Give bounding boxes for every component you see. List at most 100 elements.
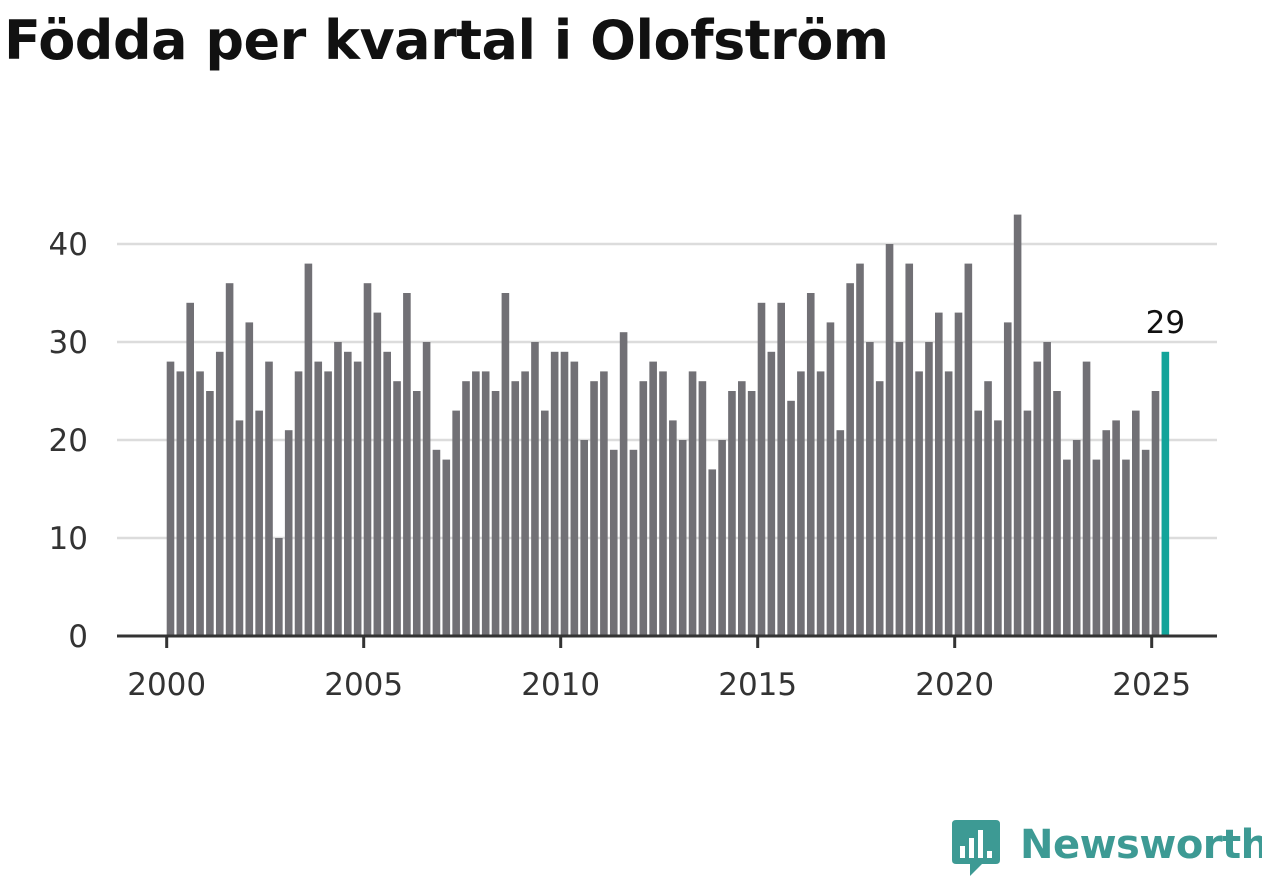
- bar: [196, 371, 204, 636]
- bar: [186, 302, 194, 636]
- bar: [1033, 361, 1042, 636]
- bar: [1132, 410, 1140, 636]
- bar: [885, 244, 894, 636]
- bar: [442, 459, 451, 636]
- bar: [974, 410, 982, 636]
- bar: [541, 410, 549, 636]
- bar: [994, 420, 1002, 636]
- bar: [255, 410, 263, 636]
- bar: [511, 381, 520, 636]
- bar: [344, 351, 352, 636]
- x-tick-label: 2025: [1112, 667, 1191, 703]
- bar: [294, 371, 303, 636]
- bar: [629, 449, 638, 636]
- bar: [669, 420, 677, 636]
- bar: [875, 381, 884, 636]
- y-tick-label: 20: [49, 423, 88, 459]
- bar: [747, 391, 756, 636]
- bar: [1013, 214, 1022, 636]
- bars: [166, 214, 1170, 636]
- bar: [1023, 410, 1032, 636]
- bar: [777, 302, 785, 636]
- bar-highlight: [1161, 351, 1170, 636]
- bar: [639, 381, 648, 636]
- brand-logo: Newsworthy: [950, 818, 1262, 876]
- bar: [1102, 430, 1111, 636]
- y-tick-label: 10: [49, 521, 88, 557]
- bar: [787, 400, 795, 636]
- bar: [984, 381, 992, 636]
- x-tick-labels: 2000 2005 2010 2015 2020 2025: [127, 667, 1191, 703]
- bar: [826, 322, 835, 636]
- annotations: 29: [1146, 305, 1185, 341]
- bar: [964, 263, 973, 636]
- bar: [816, 371, 825, 636]
- bar: [1003, 322, 1012, 636]
- bar: [935, 312, 943, 636]
- bar: [521, 371, 529, 636]
- bar: [334, 342, 342, 636]
- bar: [836, 430, 845, 636]
- bar: [245, 322, 254, 636]
- bar: [393, 381, 401, 636]
- bar: [846, 283, 854, 636]
- bar: [353, 361, 362, 636]
- bar: [1063, 459, 1071, 636]
- bar: [1141, 449, 1150, 636]
- bar: [856, 263, 864, 636]
- bar: [1151, 391, 1160, 636]
- bar: [1072, 440, 1081, 636]
- bar: [1082, 361, 1091, 636]
- bar: [757, 302, 766, 636]
- bar: [432, 449, 441, 636]
- brand-name: Newsworthy: [1020, 822, 1262, 868]
- y-tick-label: 0: [68, 619, 88, 655]
- bar: [708, 469, 717, 636]
- bar: [452, 410, 460, 636]
- bar: [718, 440, 726, 636]
- bar: [954, 312, 963, 636]
- bar: [560, 351, 569, 636]
- bar: [600, 371, 608, 636]
- bar: [215, 351, 224, 636]
- y-tick-labels: 0 10 20 30 40: [49, 227, 88, 655]
- bar: [570, 361, 579, 636]
- x-tick-label: 2000: [127, 667, 206, 703]
- x-tick-label: 2020: [915, 667, 994, 703]
- bar: [659, 371, 667, 636]
- bar: [275, 538, 283, 636]
- bar: [422, 342, 431, 636]
- y-tick-label: 30: [49, 325, 88, 361]
- bar: [206, 391, 214, 636]
- bar: [678, 440, 687, 636]
- bar: [580, 440, 588, 636]
- bar: [491, 391, 500, 636]
- bar: [314, 361, 323, 636]
- bar: [363, 283, 372, 636]
- bar: [284, 430, 293, 636]
- bar: [481, 371, 490, 636]
- bar: [324, 371, 332, 636]
- bar: [797, 371, 805, 636]
- newsworthy-logo-icon: [952, 820, 1000, 876]
- bar: [915, 371, 923, 636]
- bar: [166, 361, 175, 636]
- bar: [944, 371, 953, 636]
- gridlines: [117, 242, 1217, 540]
- x-tick-label: 2015: [718, 667, 797, 703]
- bar: [1092, 459, 1101, 636]
- bar: [383, 351, 391, 636]
- bar: [1043, 342, 1051, 636]
- bar: [688, 371, 697, 636]
- bar: [1053, 391, 1061, 636]
- bar: [905, 263, 914, 636]
- bar: [619, 332, 628, 636]
- bar: [895, 342, 904, 636]
- x-tick-label: 2005: [324, 667, 403, 703]
- bar: [373, 312, 382, 636]
- bar: [738, 381, 746, 636]
- bar: [649, 361, 657, 636]
- x-tick-label: 2010: [521, 667, 600, 703]
- bar: [609, 449, 618, 636]
- bar: [403, 293, 411, 636]
